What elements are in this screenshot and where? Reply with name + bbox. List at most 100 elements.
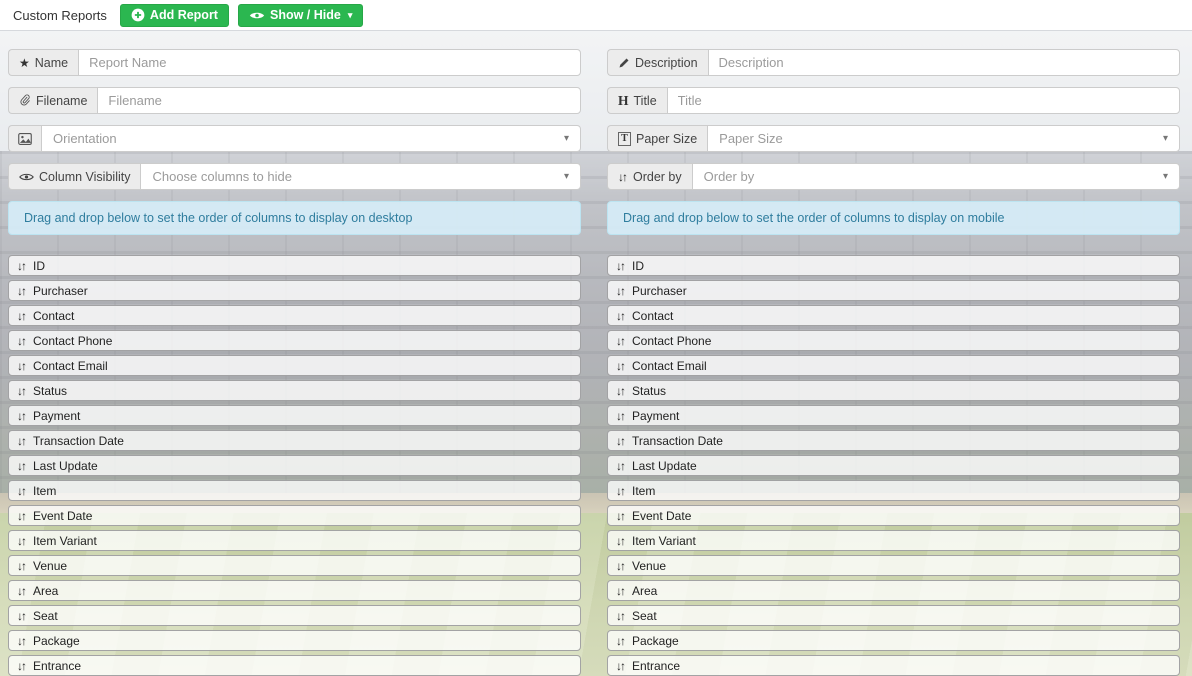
sort-arrows-icon: ↓↑	[17, 433, 27, 448]
column-sort-item-label: Contact Email	[33, 358, 108, 373]
column-sort-item[interactable]: ↓↑ Area	[607, 580, 1180, 601]
column-sort-item[interactable]: ↓↑ Package	[8, 630, 581, 651]
mobile-column-list: ↓↑ ID ↓↑ Purchaser ↓↑ Contact	[607, 255, 1180, 676]
column-visibility-label: Column Visibility	[39, 169, 131, 184]
column-sort-item-label: Purchaser	[33, 283, 88, 298]
column-sort-item[interactable]: ↓↑ Package	[607, 630, 1180, 651]
column-sort-item[interactable]: ↓↑ Item	[8, 480, 581, 501]
caret-down-icon: ▾	[347, 9, 353, 20]
column-sort-item[interactable]: ↓↑ Seat	[607, 605, 1180, 626]
column-sort-item[interactable]: ↓↑ ID	[607, 255, 1180, 276]
column-sort-item[interactable]: ↓↑ Event Date	[8, 505, 581, 526]
column-sort-item[interactable]: ↓↑ Status	[607, 380, 1180, 401]
page-title: Custom Reports	[13, 7, 107, 23]
sort-arrows-icon: ↓↑	[17, 658, 27, 673]
column-sort-item-label: Payment	[632, 408, 680, 423]
eye-icon	[249, 10, 265, 21]
column-sort-item[interactable]: ↓↑ Contact Phone	[8, 330, 581, 351]
description-label: Description	[635, 55, 698, 70]
order-by-select[interactable]: Order by ▾	[691, 163, 1180, 190]
caret-down-icon: ▾	[1162, 133, 1168, 144]
column-sort-item-label: Package	[632, 633, 679, 648]
pencil-icon	[618, 57, 630, 69]
column-sort-item[interactable]: ↓↑ Item Variant	[607, 530, 1180, 551]
column-sort-item-label: Event Date	[33, 508, 93, 523]
title-input[interactable]	[666, 87, 1180, 114]
column-sort-item[interactable]: ↓↑ Contact Email	[8, 355, 581, 376]
column-sort-item[interactable]: ↓↑ Seat	[8, 605, 581, 626]
orientation-row: Orientation ▾	[8, 125, 581, 152]
sort-arrows-icon: ↓↑	[616, 633, 626, 648]
image-icon	[18, 132, 32, 145]
column-sort-item[interactable]: ↓↑ Venue	[8, 555, 581, 576]
column-sort-item[interactable]: ↓↑ Last Update	[607, 455, 1180, 476]
column-sort-item[interactable]: ↓↑ Event Date	[607, 505, 1180, 526]
paper-size-addon: T Paper Size	[607, 125, 708, 152]
column-sort-item[interactable]: ↓↑ Entrance	[8, 655, 581, 676]
column-sort-item-label: Seat	[632, 608, 657, 623]
column-sort-item[interactable]: ↓↑ Purchaser	[8, 280, 581, 301]
paper-size-label: Paper Size	[636, 131, 698, 146]
plus-circle-icon	[131, 8, 145, 22]
sort-arrows-icon: ↓↑	[616, 658, 626, 673]
column-visibility-select[interactable]: Choose columns to hide ▾	[140, 163, 581, 190]
column-sort-item-label: Area	[632, 583, 658, 598]
filename-label: Filename	[36, 93, 88, 108]
sort-arrows-icon: ↓↑	[616, 383, 626, 398]
sort-arrows-icon: ↓↑	[616, 308, 626, 323]
column-sort-item[interactable]: ↓↑ Transaction Date	[8, 430, 581, 451]
sort-arrows-icon: ↓↑	[17, 533, 27, 548]
star-icon: ★	[19, 55, 30, 70]
orientation-select[interactable]: Orientation ▾	[41, 125, 581, 152]
column-sort-item[interactable]: ↓↑ Purchaser	[607, 280, 1180, 301]
sort-arrows-icon: ↓↑	[17, 408, 27, 423]
column-sort-item[interactable]: ↓↑ Venue	[607, 555, 1180, 576]
column-sort-item-label: Payment	[33, 408, 81, 423]
order-by-placeholder: Order by	[703, 169, 755, 184]
sort-arrows-icon: ↓↑	[17, 583, 27, 598]
mobile-drag-hint: Drag and drop below to set the order of …	[607, 201, 1180, 235]
column-sort-item[interactable]: ↓↑ Contact Email	[607, 355, 1180, 376]
column-sort-item[interactable]: ↓↑ Item Variant	[8, 530, 581, 551]
sort-arrows-icon: ↓↑	[17, 308, 27, 323]
order-by-label: Order by	[633, 169, 682, 184]
show-hide-button[interactable]: Show / Hide ▾	[237, 3, 364, 27]
column-sort-item-label: Contact	[632, 308, 674, 323]
column-sort-item-label: Item	[632, 483, 656, 498]
sort-arrows-icon: ↓↑	[616, 358, 626, 373]
column-sort-item-label: Entrance	[33, 658, 82, 673]
report-name-input[interactable]	[78, 49, 581, 76]
orientation-addon	[8, 125, 41, 152]
column-sort-item[interactable]: ↓↑ Area	[8, 580, 581, 601]
column-sort-item-label: Item	[33, 483, 57, 498]
column-sort-item[interactable]: ↓↑ Item	[607, 480, 1180, 501]
name-label: Name	[34, 55, 69, 70]
paper-size-select[interactable]: Paper Size ▾	[707, 125, 1180, 152]
description-input[interactable]	[707, 49, 1180, 76]
column-sort-item[interactable]: ↓↑ ID	[8, 255, 581, 276]
sort-arrows-icon: ↓↑	[17, 333, 27, 348]
sort-arrows-icon: ↓↑	[17, 558, 27, 573]
show-hide-label: Show / Hide	[269, 8, 341, 22]
column-sort-item[interactable]: ↓↑ Contact Phone	[607, 330, 1180, 351]
column-sort-item[interactable]: ↓↑ Entrance	[607, 655, 1180, 676]
column-visibility-row: Column Visibility Choose columns to hide…	[8, 163, 581, 190]
add-report-button[interactable]: Add Report	[119, 3, 229, 27]
column-sort-item[interactable]: ↓↑ Payment	[8, 405, 581, 426]
sort-arrows-icon: ↓↑	[616, 433, 626, 448]
sort-arrows-icon: ↓↑	[17, 258, 27, 273]
name-row: ★ Name	[8, 49, 581, 76]
content-area: ★ Name Filename	[0, 31, 1192, 676]
column-sort-item[interactable]: ↓↑ Transaction Date	[607, 430, 1180, 451]
column-sort-item-label: ID	[33, 258, 45, 273]
column-sort-item[interactable]: ↓↑ Last Update	[8, 455, 581, 476]
column-sort-item[interactable]: ↓↑ Status	[8, 380, 581, 401]
title-label: Title	[633, 93, 657, 108]
column-sort-item[interactable]: ↓↑ Payment	[607, 405, 1180, 426]
sort-arrows-icon: ↓↑	[616, 408, 626, 423]
description-row: Description	[607, 49, 1180, 76]
column-sort-item[interactable]: ↓↑ Contact	[607, 305, 1180, 326]
filename-input[interactable]	[97, 87, 581, 114]
topbar: Custom Reports Add Report Show / Hide ▾	[0, 0, 1192, 31]
column-sort-item[interactable]: ↓↑ Contact	[8, 305, 581, 326]
